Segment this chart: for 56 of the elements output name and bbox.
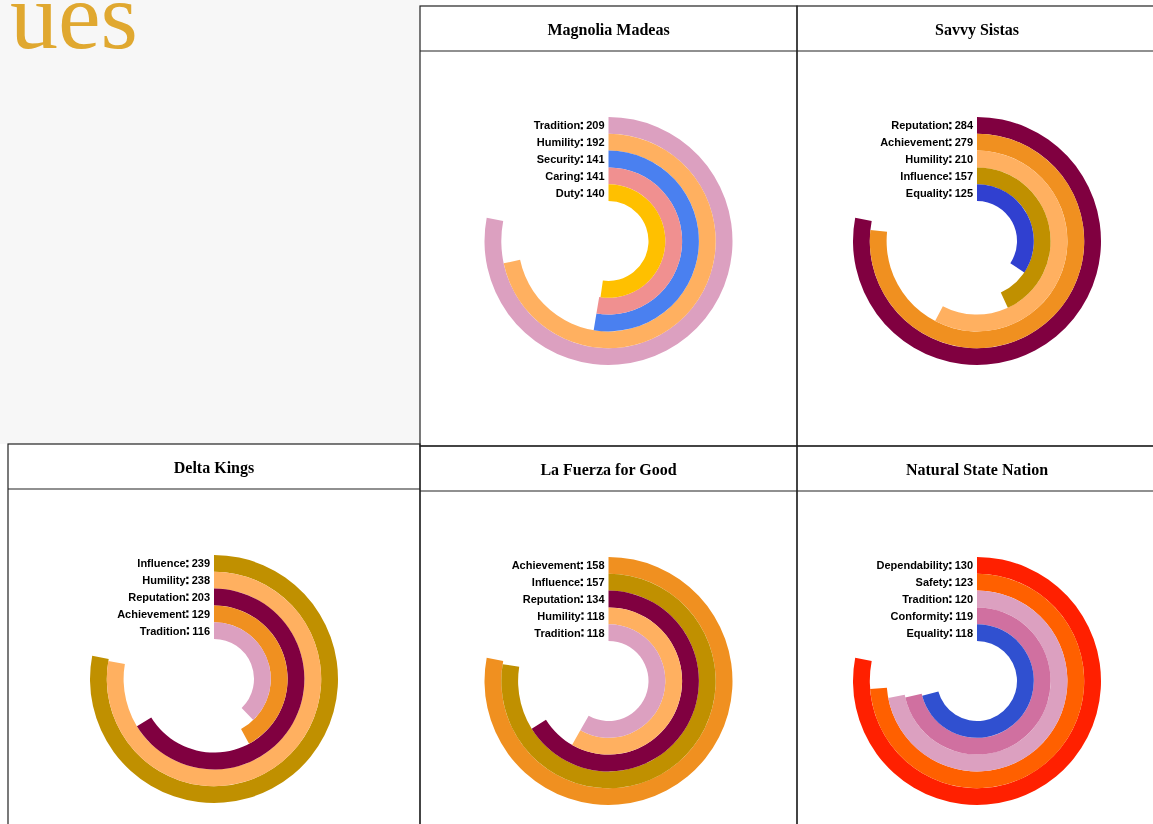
category-label: Equality: [905, 186, 950, 199]
data-label: 130: [954, 559, 973, 572]
data-label: 158: [586, 559, 605, 572]
data-label: 279: [954, 136, 973, 149]
category-label: Humility: [905, 153, 950, 165]
data-label: 118: [586, 626, 605, 639]
data-label: 141: [586, 153, 605, 165]
text: Natural State Nation: [905, 461, 1049, 478]
data-label: 129: [191, 607, 210, 620]
category-label: Reputation: [128, 591, 186, 603]
category-label: Safety: [915, 576, 950, 589]
text: Magnolia Madeas: [547, 21, 670, 39]
data-label: 238: [191, 574, 210, 587]
text: ues: [10, 0, 138, 69]
data-label: 203: [191, 591, 210, 603]
category-label: Humility: [142, 574, 187, 587]
data-label: 157: [954, 169, 973, 182]
category-label: Influence: [137, 557, 186, 570]
data-label: 120: [954, 593, 973, 605]
category-label: Conformity: [890, 609, 951, 622]
category-label: Achievement: [880, 136, 949, 149]
data-label: 125: [954, 186, 973, 199]
category-label: Humility: [537, 609, 582, 622]
category-label: Humility: [536, 136, 582, 149]
category-label: Achievement: [117, 607, 186, 620]
data-label: 210: [954, 153, 973, 165]
text: Delta Kings: [173, 459, 255, 477]
category-label: Tradition: [139, 624, 187, 637]
category-label: Duty: [555, 186, 582, 199]
data-label: 134: [586, 593, 606, 605]
data-label: 192: [586, 136, 605, 149]
category-label: Reputation: [891, 119, 949, 132]
data-label: 284: [954, 119, 974, 132]
data-label: 116: [192, 624, 210, 637]
category-label: Achievement: [511, 559, 581, 572]
category-label: Influence: [900, 169, 949, 182]
category-label: Tradition: [533, 119, 581, 132]
category-label: Reputation: [522, 593, 581, 605]
data-label: 141: [586, 169, 605, 182]
data-label: 118: [586, 609, 605, 622]
category-label: Dependability: [876, 559, 950, 572]
category-label: Equality: [906, 626, 951, 639]
category-label: Caring: [545, 169, 581, 182]
data-label: 118: [955, 626, 973, 639]
category-label: Security: [536, 153, 582, 165]
category-label: Tradition: [902, 593, 949, 605]
category-label: Influence: [531, 576, 581, 589]
data-label: 209: [586, 119, 605, 132]
data-label: 157: [586, 576, 605, 589]
data-label: 239: [191, 557, 210, 570]
text: Savvy Sistas: [934, 21, 1020, 39]
data-label: 123: [954, 576, 973, 589]
data-label: 119: [955, 609, 973, 622]
text: La Fuerza for Good: [540, 461, 677, 478]
category-label: Tradition: [534, 626, 582, 639]
data-label: 140: [586, 186, 605, 199]
